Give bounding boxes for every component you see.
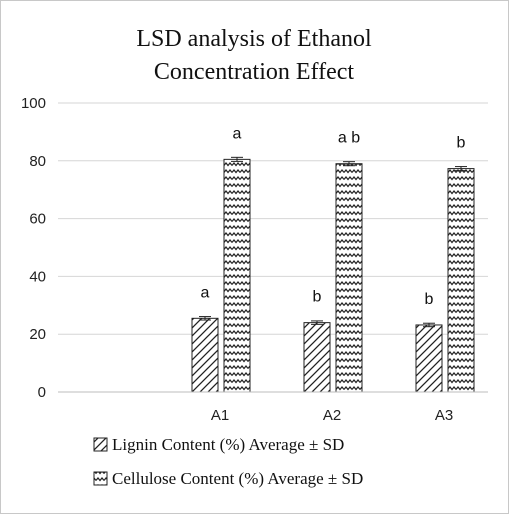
chart-title-line-2: Concentration Effect bbox=[154, 59, 354, 85]
error-bar bbox=[311, 320, 323, 325]
significance-letter: b bbox=[425, 291, 434, 308]
legend-swatch-cellulose bbox=[93, 471, 108, 486]
x-tick-label: A3 bbox=[435, 407, 453, 424]
bar-cellulose-A3 bbox=[447, 168, 475, 393]
significance-letter: a bbox=[233, 125, 242, 142]
legend: Lignin Content (%) Average ± SD Cellulos… bbox=[93, 435, 363, 488]
error-bar bbox=[423, 322, 435, 328]
significance-letter: a bbox=[201, 284, 210, 301]
chart-title: LSD analysis of Ethanol Concentration Ef… bbox=[136, 26, 372, 85]
legend-item-lignin: Lignin Content (%) Average ± SD bbox=[93, 435, 344, 454]
bar-cellulose-A2 bbox=[335, 163, 363, 393]
bar-lignin-A3 bbox=[415, 324, 443, 393]
bar-lignin-A2 bbox=[303, 322, 331, 393]
error-bar bbox=[343, 161, 355, 167]
x-axis: A1 A2 A3 bbox=[58, 391, 488, 424]
significance-letter: b bbox=[457, 135, 466, 152]
legend-label-cellulose: Cellulose Content (%) Average ± SD bbox=[112, 469, 363, 488]
bar-lignin-A1 bbox=[191, 317, 219, 393]
legend-item-cellulose: Cellulose Content (%) Average ± SD bbox=[93, 469, 363, 488]
legend-label-lignin: Lignin Content (%) Average ± SD bbox=[112, 435, 344, 454]
error-bar bbox=[455, 166, 467, 172]
y-tick-label: 40 bbox=[29, 268, 46, 285]
significance-letter: a b bbox=[338, 130, 360, 147]
error-bar bbox=[199, 316, 211, 321]
legend-swatch-lignin bbox=[93, 437, 108, 452]
x-tick-label: A2 bbox=[323, 407, 341, 424]
y-tick-label: 100 bbox=[21, 95, 46, 112]
y-tick-label: 80 bbox=[29, 153, 46, 170]
chart-title-line-1: LSD analysis of Ethanol bbox=[136, 26, 372, 52]
y-tick-label: 60 bbox=[29, 211, 46, 228]
x-tick-label: A1 bbox=[211, 407, 229, 424]
y-tick-label: 0 bbox=[38, 384, 46, 401]
y-axis: 0 20 40 60 80 100 bbox=[21, 95, 46, 401]
y-tick-label: 20 bbox=[29, 326, 46, 343]
bars: a a b a b b b bbox=[191, 125, 475, 393]
error-bar bbox=[231, 156, 243, 162]
bar-cellulose-A1 bbox=[223, 158, 251, 393]
significance-letter: b bbox=[313, 289, 322, 306]
